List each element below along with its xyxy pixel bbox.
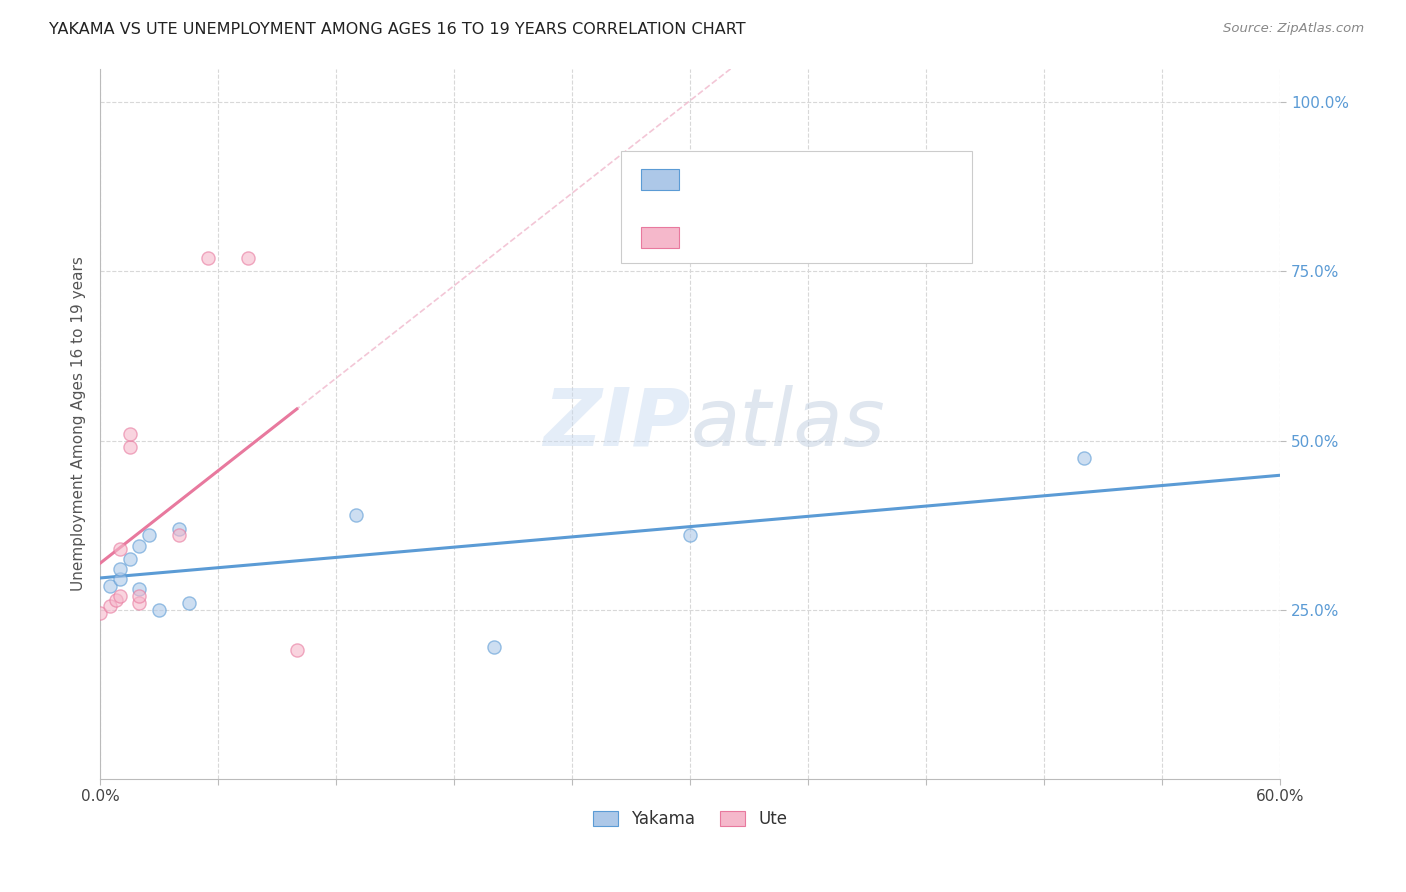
Point [98, 599, 121, 614]
Text: R = 0.567: R = 0.567 [692, 172, 779, 187]
Text: YAKAMA VS UTE UNEMPLOYMENT AMONG AGES 16 TO 19 YEARS CORRELATION CHART: YAKAMA VS UTE UNEMPLOYMENT AMONG AGES 16… [49, 22, 745, 37]
Point [108, 589, 131, 603]
Point [89, 606, 111, 620]
Point [167, 528, 190, 542]
Legend: Yakama, Ute: Yakama, Ute [586, 803, 794, 835]
Point [98, 579, 121, 593]
Text: Source: ZipAtlas.com: Source: ZipAtlas.com [1223, 22, 1364, 36]
Point [344, 508, 367, 522]
Point [138, 528, 160, 542]
Point [236, 251, 259, 265]
Point [128, 589, 150, 603]
Point [108, 562, 131, 576]
Text: ZIP: ZIP [543, 384, 690, 463]
Point [679, 528, 702, 542]
Text: N = 13: N = 13 [846, 230, 907, 245]
Point [167, 522, 190, 536]
Point [148, 603, 170, 617]
Point [118, 552, 141, 566]
Y-axis label: Unemployment Among Ages 16 to 19 years: Unemployment Among Ages 16 to 19 years [72, 256, 86, 591]
Point [108, 572, 131, 586]
Text: R = 0.474: R = 0.474 [692, 230, 779, 245]
Point [1073, 450, 1095, 465]
Text: atlas: atlas [690, 384, 884, 463]
Point [128, 582, 150, 597]
Text: N = 14: N = 14 [846, 172, 907, 187]
Point [108, 541, 131, 556]
Point [128, 596, 150, 610]
Point [285, 643, 308, 657]
Point [128, 539, 150, 553]
Point [177, 596, 200, 610]
Point [118, 426, 141, 441]
Point [197, 251, 219, 265]
Point [104, 592, 127, 607]
Point [118, 441, 141, 455]
Point [482, 640, 505, 654]
